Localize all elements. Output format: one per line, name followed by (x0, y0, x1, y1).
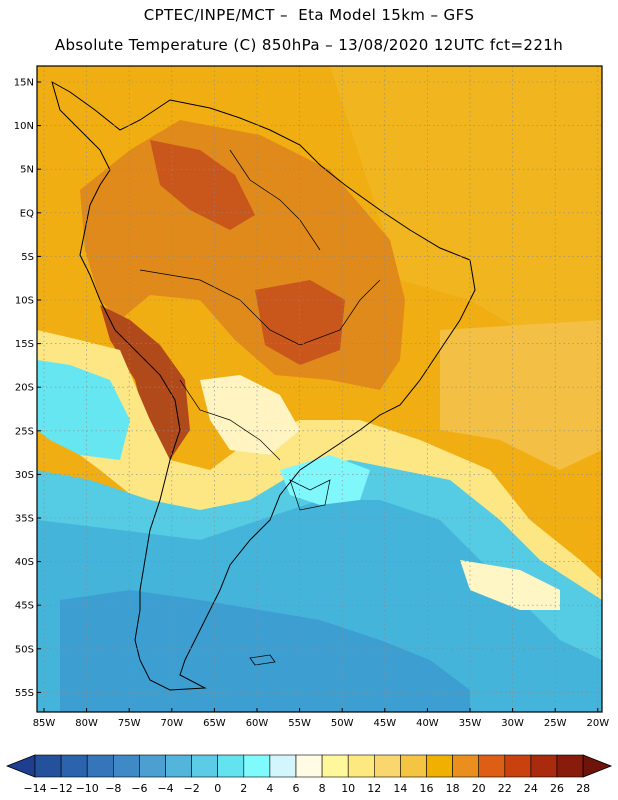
political-border (179, 379, 281, 461)
colorbar-label: −10 (76, 782, 99, 795)
longitude-label: 20W (586, 718, 609, 729)
latitude-label: 30S (15, 470, 34, 481)
colorbar-label: 16 (420, 782, 434, 795)
longitude-label: 40W (416, 718, 439, 729)
map-frame (36, 65, 603, 713)
latitude-label: 10N (14, 121, 34, 132)
colorbar-label: 24 (524, 782, 538, 795)
colorbar-swatch (321, 754, 349, 778)
latitude-label: 50S (15, 644, 34, 655)
colorbar-swatch (217, 754, 245, 778)
colorbar-swatch (478, 754, 506, 778)
latitude-label: 35S (15, 514, 34, 525)
map-title-line-2: Absolute Temperature (C) 850hPa – 13/08/… (54, 36, 564, 54)
latitude-label: 15S (15, 339, 34, 350)
latitude-label: 20S (15, 383, 34, 394)
colorbar-min-arrow (5, 754, 36, 778)
colorbar-swatch (269, 754, 297, 778)
colorbar-label: 14 (393, 782, 407, 795)
colorbar-label: 4 (266, 782, 273, 795)
longitude-label: 25W (544, 718, 567, 729)
colorbar-swatch (452, 754, 480, 778)
cold-plume-east (280, 455, 370, 505)
colorbar-swatch (426, 754, 453, 778)
colorbar-label: 2 (240, 782, 247, 795)
ocean-warm-area (330, 66, 602, 340)
colorbar-label: −6 (131, 782, 147, 795)
colorbar-label: −14 (23, 782, 46, 795)
political-border (229, 149, 321, 251)
longitude-label: 35W (459, 718, 482, 729)
latitude-label: 25S (15, 426, 34, 437)
latitude-label: EQ (20, 208, 34, 219)
longitude-labels: 85W 80W 75W 70W 65W 60W 55W 50W 45W 40W 35W 30W 25W 2… (33, 718, 610, 729)
graticule (37, 66, 602, 712)
latitude-label: 5N (20, 165, 34, 176)
falkland-islands (249, 654, 276, 666)
colorbar-swatch (191, 754, 219, 778)
colorbar-label: −8 (105, 782, 121, 795)
colorbar-swatch (530, 754, 558, 778)
hot-core-north (150, 140, 255, 230)
colorbar-swatch (504, 754, 532, 778)
longitude-label: 30W (501, 718, 524, 729)
colorbar-swatch (347, 754, 375, 778)
colorbar-swatch (60, 754, 88, 778)
colorbar-swatch (373, 754, 401, 778)
map-title-line-1: CPTEC/INPE/MCT – Eta Model 15km – GFS (143, 6, 475, 24)
latitude-label: 10S (15, 296, 34, 307)
latitude-labels: 15N 10N 5N EQ 5S 10S 15S 20S 25S 30S 35S 40S 45S 50S 5… (14, 78, 34, 699)
colorbar-label: 6 (293, 782, 300, 795)
colorbar-swatch (139, 754, 166, 778)
longitude-label: 60W (246, 718, 269, 729)
colorbar: −14 −12 −10 −8 −6 −4 −2 0 2 4 6 8 10 12 14 16 18 20 22 24 26… (5, 754, 613, 795)
colorbar-label: 18 (446, 782, 460, 795)
warm-pocket-south-atlantic (460, 560, 560, 610)
colorbar-swatch (113, 754, 140, 778)
colorbar-label: 10 (341, 782, 355, 795)
coldest-air-mass (60, 590, 470, 712)
latitude-label: 55S (15, 688, 34, 699)
colorbar-swatch (165, 754, 192, 778)
ocean-mild-area (440, 320, 602, 470)
colorbar-swatch (400, 754, 427, 778)
colorbar-swatch (243, 754, 271, 778)
longitude-label: 45W (373, 718, 396, 729)
longitude-label: 55W (288, 718, 311, 729)
cold-pacific-zone (37, 360, 130, 460)
colorbar-swatch (34, 754, 62, 778)
colorbar-label: 20 (472, 782, 486, 795)
colorbar-label: 28 (576, 782, 590, 795)
latitude-label: 15N (14, 78, 34, 89)
colorbar-label: 22 (498, 782, 512, 795)
colorbar-swatch (556, 754, 584, 778)
longitude-label: 85W (33, 718, 56, 729)
longitude-label: 70W (160, 718, 183, 729)
political-border (139, 269, 381, 346)
lagoon-outline (289, 479, 331, 511)
cool-plateau-zone (200, 375, 300, 455)
colorbar-label: −12 (49, 782, 72, 795)
latitude-label: 45S (15, 601, 34, 612)
longitude-label: 80W (75, 718, 98, 729)
latitude-label: 5S (21, 252, 34, 263)
latitude-label: 40S (15, 557, 34, 568)
colorbar-swatch (295, 754, 323, 778)
longitude-label: 75W (118, 718, 141, 729)
colorbar-label: 0 (214, 782, 221, 795)
colorbar-label: −2 (183, 782, 199, 795)
longitude-label: 65W (203, 718, 226, 729)
colorbar-label: 8 (319, 782, 326, 795)
colorbar-label: 12 (367, 782, 381, 795)
colorbar-label: 26 (550, 782, 564, 795)
longitude-label: 50W (331, 718, 354, 729)
colorbar-max-arrow (582, 754, 613, 778)
colorbar-swatch (86, 754, 114, 778)
colorbar-label: −4 (157, 782, 173, 795)
hot-core-central (255, 280, 345, 365)
